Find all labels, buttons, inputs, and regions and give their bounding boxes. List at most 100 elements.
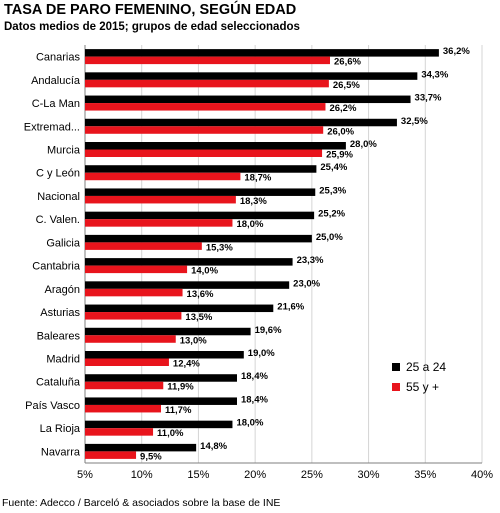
- bar-55-y-mas: [85, 172, 241, 181]
- bar-25-a-24: [85, 49, 439, 57]
- bar-25-a-24: [85, 72, 418, 80]
- bar-55-y-mas: [85, 381, 164, 390]
- bar-55-y-mas: [85, 428, 154, 436]
- bar-25-a-24: [85, 351, 244, 359]
- bar-55-y-mas: [85, 265, 188, 274]
- category-label: Canarias: [36, 52, 81, 64]
- bar-55-y-mas: [85, 149, 323, 157]
- x-tick-label: 35%: [414, 469, 436, 481]
- bar-25-a-24: [85, 374, 237, 382]
- category-label: La Rioja: [40, 423, 81, 435]
- data-label-55-y-mas: 26,0%: [327, 126, 354, 137]
- data-label-25-a-24: 14,8%: [200, 441, 227, 452]
- bar-55-y-mas: [85, 79, 329, 88]
- data-label-25-a-24: 34,3%: [421, 69, 448, 80]
- category-label: Asturias: [40, 307, 80, 319]
- data-label-55-y-mas: 18,0%: [236, 219, 263, 230]
- bar-25-a-24: [85, 142, 346, 150]
- bar-55-y-mas: [85, 242, 202, 250]
- data-label-55-y-mas: 18,3%: [240, 196, 267, 207]
- data-label-25-a-24: 25,0%: [316, 232, 343, 243]
- x-tick-label: 5%: [77, 469, 93, 481]
- category-label: C-La Man: [32, 98, 80, 110]
- x-tick-label: 30%: [358, 469, 380, 481]
- bar-25-a-24: [85, 281, 290, 289]
- category-label: Nacional: [37, 191, 80, 203]
- data-label-55-y-mas: 14,0%: [191, 266, 218, 277]
- bar-25-a-24: [85, 234, 312, 243]
- bar-25-a-24: [85, 211, 315, 220]
- data-label-25-a-24: 23,3%: [297, 255, 324, 266]
- data-label-55-y-mas: 13,0%: [180, 335, 207, 346]
- x-tick-label: 20%: [244, 469, 266, 481]
- category-label: Murcia: [47, 145, 81, 157]
- bar-55-y-mas: [85, 126, 324, 134]
- bar-25-a-24: [85, 397, 237, 405]
- data-label-25-a-24: 19,0%: [248, 348, 275, 359]
- data-label-25-a-24: 21,6%: [277, 302, 304, 313]
- legend-label-55-y-mas: 55 y +: [406, 380, 439, 394]
- legend-swatch-55-y-mas: [392, 383, 400, 391]
- x-tick-label: 15%: [187, 469, 209, 481]
- category-label: Cataluña: [36, 377, 81, 389]
- data-label-25-a-24: 18,4%: [241, 371, 268, 382]
- source-note: Fuente: Adecco / Barceló & asociados sob…: [2, 497, 281, 509]
- bar-55-y-mas: [85, 288, 183, 297]
- bar-25-a-24: [85, 188, 316, 196]
- category-label: Galicia: [46, 237, 81, 249]
- data-label-55-y-mas: 26,6%: [334, 57, 361, 68]
- bar-25-a-24: [85, 258, 293, 266]
- bar-55-y-mas: [85, 103, 326, 111]
- data-label-55-y-mas: 13,6%: [187, 289, 214, 300]
- data-label-55-y-mas: 9,5%: [140, 451, 162, 462]
- bar-25-a-24: [85, 95, 411, 104]
- bar-55-y-mas: [85, 195, 236, 204]
- bar-25-a-24: [85, 420, 233, 429]
- category-label: Andalucía: [31, 75, 81, 87]
- bar-55-y-mas: [85, 451, 137, 459]
- data-label-25-a-24: 33,7%: [415, 93, 442, 104]
- bar-55-y-mas: [85, 358, 169, 366]
- bar-25-a-24: [85, 165, 317, 173]
- category-label: Navarra: [41, 446, 81, 458]
- bar-25-a-24: [85, 327, 251, 336]
- category-label: C. Valen.: [36, 214, 80, 226]
- data-label-55-y-mas: 18,7%: [244, 173, 271, 184]
- chart-subtitle: Datos medios de 2015; grupos de edad sel…: [4, 21, 300, 33]
- category-label: Extremad...: [24, 121, 80, 133]
- bar-55-y-mas: [85, 56, 331, 65]
- bar-25-a-24: [85, 443, 197, 452]
- data-label-55-y-mas: 15,3%: [206, 242, 233, 253]
- x-tick-label: 25%: [301, 469, 323, 481]
- data-label-25-a-24: 28,0%: [350, 139, 377, 150]
- data-label-55-y-mas: 25,9%: [326, 150, 353, 161]
- data-label-25-a-24: 19,6%: [255, 325, 282, 336]
- category-label: Baleares: [37, 330, 81, 342]
- data-label-25-a-24: 25,2%: [318, 209, 345, 220]
- category-label: Aragón: [45, 284, 80, 296]
- category-label: Cantabria: [32, 261, 81, 273]
- data-label-25-a-24: 36,2%: [443, 46, 470, 57]
- legend-swatch-25-a-24: [392, 363, 400, 371]
- bar-55-y-mas: [85, 219, 233, 227]
- data-label-55-y-mas: 13,5%: [185, 312, 212, 323]
- data-label-25-a-24: 18,4%: [241, 394, 268, 405]
- data-label-55-y-mas: 11,0%: [157, 428, 184, 439]
- data-label-25-a-24: 32,5%: [401, 116, 428, 127]
- chart-title: TASA DE PARO FEMENINO, SEGÚN EDAD: [4, 2, 297, 18]
- category-label: Madrid: [46, 354, 80, 366]
- category-label: C y León: [36, 168, 80, 180]
- data-label-25-a-24: 25,4%: [320, 162, 347, 173]
- data-label-55-y-mas: 12,4%: [173, 359, 200, 370]
- x-tick-label: 10%: [131, 469, 153, 481]
- x-tick-label: 40%: [471, 469, 493, 481]
- bar-25-a-24: [85, 118, 397, 127]
- legend-label-25-a-24: 25 a 24: [406, 360, 446, 374]
- category-label: País Vasco: [25, 400, 80, 412]
- data-label-25-a-24: 25,3%: [319, 185, 346, 196]
- data-label-25-a-24: 18,0%: [236, 418, 263, 429]
- bar-55-y-mas: [85, 335, 176, 343]
- bar-25-a-24: [85, 304, 274, 313]
- data-label-25-a-24: 23,0%: [293, 278, 320, 289]
